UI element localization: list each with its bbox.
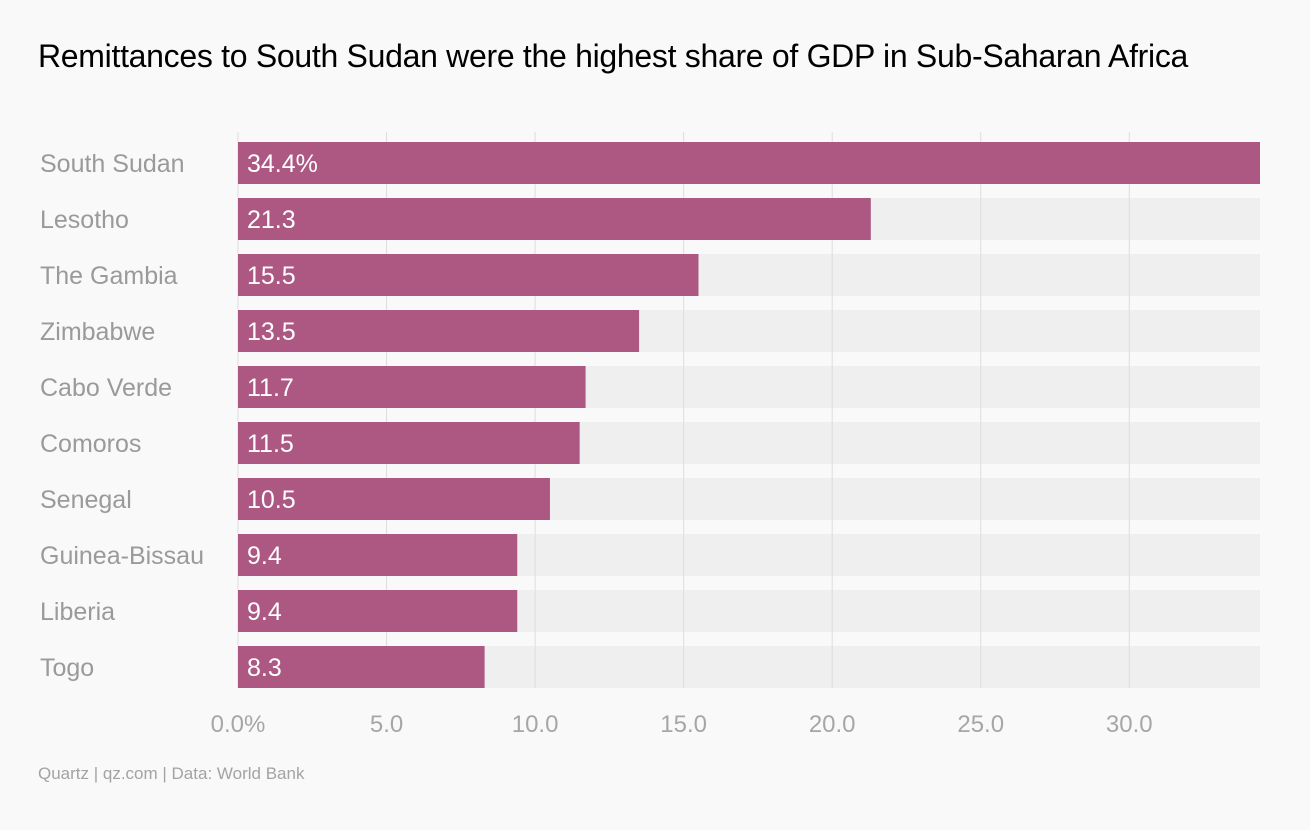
x-tick-label: 25.0	[957, 711, 1004, 738]
value-label: 10.5	[247, 486, 296, 514]
bar	[238, 142, 1260, 184]
value-labels: 34.4% 21.3 15.5 13.5 11.7 11.5 10.5 9.4 9.4 8.3	[247, 150, 318, 682]
value-label: 34.4%	[247, 150, 318, 178]
value-label: 8.3	[247, 654, 282, 682]
bars	[238, 142, 1260, 688]
category-label: South Sudan	[40, 150, 185, 178]
value-label: 9.4	[247, 598, 282, 626]
value-label: 15.5	[247, 262, 296, 290]
category-labels: South Sudan Lesotho The Gambia Zimbabwe Cabo…	[40, 150, 204, 682]
category-label: Cabo Verde	[40, 374, 172, 402]
x-tick-label: 0.0%	[211, 711, 266, 738]
value-label: 11.5	[247, 430, 294, 458]
bar	[238, 310, 640, 352]
bar	[238, 534, 518, 576]
category-label: The Gambia	[40, 262, 178, 290]
category-label: Senegal	[40, 486, 132, 514]
bar	[238, 478, 550, 520]
bar	[238, 366, 586, 408]
value-label: 11.7	[247, 374, 294, 402]
bar	[238, 646, 485, 688]
bar	[238, 590, 518, 632]
value-label: 21.3	[247, 206, 296, 234]
category-label: Lesotho	[40, 206, 129, 234]
category-label: Togo	[40, 654, 94, 682]
x-axis-tick-labels: 0.0% 5.0 10.0 15.0 20.0 25.0 30.0	[211, 711, 1153, 738]
x-tick-label: 30.0	[1106, 711, 1153, 738]
category-label: Comoros	[40, 430, 141, 458]
bar	[238, 422, 580, 464]
x-tick-label: 5.0	[370, 711, 403, 738]
value-label: 9.4	[247, 542, 282, 570]
x-tick-label: 10.0	[512, 711, 559, 738]
category-label: Zimbabwe	[40, 318, 155, 346]
x-tick-label: 15.0	[660, 711, 707, 738]
category-label: Guinea-Bissau	[40, 542, 204, 570]
x-tick-label: 20.0	[809, 711, 856, 738]
bar	[238, 254, 699, 296]
value-label: 13.5	[247, 318, 296, 346]
category-label: Liberia	[40, 598, 115, 626]
source-footer: Quartz | qz.com | Data: World Bank	[38, 764, 305, 783]
bar	[238, 198, 871, 240]
chart-title: Remittances to South Sudan were the high…	[38, 38, 1189, 74]
